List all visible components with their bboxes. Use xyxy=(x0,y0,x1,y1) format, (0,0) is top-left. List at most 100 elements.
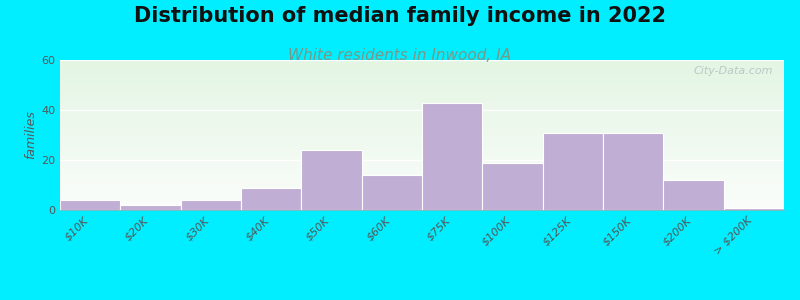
Bar xyxy=(60,152,784,153)
Bar xyxy=(60,96,784,98)
Bar xyxy=(60,208,784,210)
Bar xyxy=(60,160,784,162)
Bar xyxy=(60,74,784,75)
Bar xyxy=(60,69,784,70)
Bar xyxy=(60,138,784,140)
Bar xyxy=(60,63,784,64)
Bar xyxy=(60,87,784,88)
Bar xyxy=(60,94,784,96)
Bar xyxy=(422,103,482,210)
Bar xyxy=(60,188,784,189)
Bar xyxy=(120,205,181,210)
Bar xyxy=(60,130,784,132)
Bar xyxy=(241,188,302,210)
Bar xyxy=(60,198,784,200)
Bar xyxy=(60,78,784,80)
Bar xyxy=(60,85,784,87)
Bar xyxy=(542,133,603,210)
Bar xyxy=(60,195,784,196)
Bar xyxy=(60,132,784,134)
Bar xyxy=(60,153,784,154)
Bar xyxy=(60,61,784,63)
Bar xyxy=(60,134,784,135)
Bar xyxy=(60,116,784,117)
Bar xyxy=(60,117,784,118)
Bar xyxy=(60,169,784,171)
Bar xyxy=(181,200,241,210)
Bar xyxy=(60,154,784,156)
Bar xyxy=(60,201,784,202)
Bar xyxy=(603,133,663,210)
Bar xyxy=(60,108,784,110)
Bar xyxy=(60,90,784,92)
Bar xyxy=(60,165,784,166)
Bar xyxy=(302,150,362,210)
Bar xyxy=(60,129,784,130)
Bar xyxy=(60,192,784,194)
Y-axis label: families: families xyxy=(24,111,37,159)
Bar xyxy=(60,64,784,66)
Bar xyxy=(60,204,784,206)
Bar xyxy=(60,206,784,207)
Bar xyxy=(60,159,784,160)
Bar xyxy=(60,200,120,210)
Bar xyxy=(60,141,784,142)
Bar xyxy=(724,208,784,210)
Bar xyxy=(60,75,784,76)
Bar xyxy=(60,128,784,129)
Bar xyxy=(482,163,542,210)
Bar xyxy=(60,184,784,186)
Bar xyxy=(60,140,784,141)
Bar xyxy=(60,172,784,174)
Bar xyxy=(60,81,784,82)
Bar xyxy=(60,207,784,208)
Bar xyxy=(60,148,784,150)
Bar xyxy=(60,196,784,198)
Bar xyxy=(60,190,784,192)
Bar xyxy=(60,178,784,180)
Bar xyxy=(60,103,784,105)
Bar xyxy=(60,177,784,178)
Bar xyxy=(60,202,784,204)
Bar xyxy=(60,164,784,165)
Bar xyxy=(60,150,784,152)
Bar xyxy=(60,156,784,158)
Bar xyxy=(60,114,784,116)
Bar xyxy=(60,186,784,188)
Bar xyxy=(60,142,784,144)
Bar xyxy=(60,93,784,94)
Bar xyxy=(60,99,784,100)
Bar xyxy=(60,146,784,147)
Bar xyxy=(60,111,784,112)
Text: City-Data.com: City-Data.com xyxy=(694,66,773,76)
Bar xyxy=(60,124,784,126)
Bar xyxy=(60,167,784,168)
Bar xyxy=(60,176,784,177)
Bar xyxy=(60,189,784,190)
Bar xyxy=(60,194,784,195)
Bar xyxy=(60,168,784,170)
Bar xyxy=(60,88,784,90)
Bar xyxy=(60,82,784,84)
Bar xyxy=(60,171,784,172)
Bar xyxy=(362,175,422,210)
Bar xyxy=(60,126,784,128)
Bar xyxy=(60,92,784,93)
Bar xyxy=(60,72,784,74)
Bar xyxy=(60,60,784,61)
Bar xyxy=(60,100,784,102)
Bar xyxy=(60,66,784,68)
Bar xyxy=(60,112,784,114)
Bar xyxy=(60,136,784,138)
Bar xyxy=(60,84,784,86)
Bar xyxy=(60,158,784,159)
Bar xyxy=(60,122,784,123)
Bar xyxy=(60,147,784,148)
Bar xyxy=(60,180,784,182)
Bar xyxy=(60,174,784,176)
Bar xyxy=(60,98,784,99)
Text: Distribution of median family income in 2022: Distribution of median family income in … xyxy=(134,6,666,26)
Bar xyxy=(60,200,784,201)
Bar xyxy=(60,80,784,81)
Bar xyxy=(60,123,784,124)
